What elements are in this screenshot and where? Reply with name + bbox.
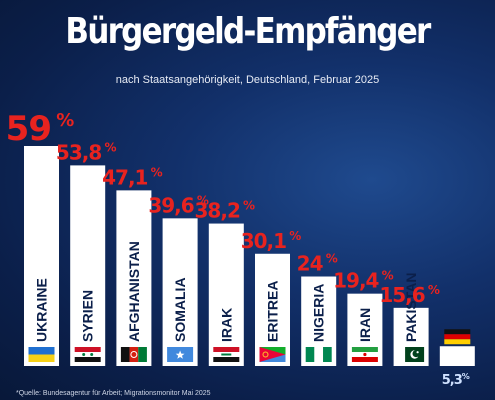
value-number: 38,2 xyxy=(195,199,240,223)
flag-stripe xyxy=(305,347,315,362)
flag-stripe xyxy=(444,329,471,335)
value-unit: % xyxy=(194,193,209,207)
value-label: 53,8 % xyxy=(56,140,117,164)
flag-stripe xyxy=(138,347,147,362)
iran-flag xyxy=(351,347,378,362)
country-label: SYRIEN xyxy=(80,290,96,342)
flag-stripe xyxy=(351,347,378,352)
value-number: 5,3 xyxy=(442,373,463,388)
value-unit: % xyxy=(240,199,255,213)
pakistan-flag xyxy=(398,347,425,362)
value-label: 38,2 % xyxy=(195,199,256,223)
flag-star xyxy=(82,353,86,356)
value-unit: % xyxy=(323,252,338,266)
value-number: 59 xyxy=(6,109,51,149)
flag-stripe xyxy=(398,347,406,362)
flag-script xyxy=(221,353,232,356)
value-label: 15,6 % xyxy=(379,283,440,307)
value-unit: % xyxy=(378,269,393,283)
flag-emblem xyxy=(262,351,269,358)
value-number: 15,6 xyxy=(379,283,424,307)
nigeria-flag xyxy=(305,347,332,362)
bar xyxy=(162,218,198,366)
flag-emblem xyxy=(130,351,138,358)
flag-stripe xyxy=(444,334,471,340)
iraq-flag xyxy=(213,347,240,362)
value-unit: % xyxy=(147,165,162,179)
flag-stripe xyxy=(213,357,240,362)
value-label: 24 % xyxy=(297,252,338,276)
flag-stripe xyxy=(314,347,324,362)
flag-star xyxy=(416,351,419,354)
ukraine-flag xyxy=(28,347,55,362)
value-label: 59 % xyxy=(6,109,75,149)
value-label: 47,1 % xyxy=(102,165,163,189)
flag-stripe xyxy=(28,347,55,355)
value-unit: % xyxy=(425,283,440,297)
value-unit: % xyxy=(101,140,116,154)
flag-stripe xyxy=(213,347,240,352)
country-label: SOMALIA xyxy=(172,277,188,342)
value-number: 39,6 xyxy=(148,193,193,217)
source-note: *Quelle: Bundesagentur für Arbeit; Migra… xyxy=(16,390,211,397)
country-label: AFGHANISTAN xyxy=(126,241,142,342)
germany-flag xyxy=(444,329,471,345)
flag-emblem xyxy=(363,352,367,357)
flag-stripe xyxy=(444,339,471,345)
bar xyxy=(70,165,106,366)
country-label: IRAK xyxy=(218,308,234,342)
flag-stripe xyxy=(74,357,101,362)
bar xyxy=(208,223,244,366)
afghanistan-flag xyxy=(120,347,147,362)
syria-flag xyxy=(74,347,101,362)
bar xyxy=(24,146,59,366)
value-number: 30,1 xyxy=(241,229,286,253)
value-label: 5,3% xyxy=(442,372,470,388)
flag-stripe xyxy=(74,347,101,352)
value-unit: % xyxy=(462,372,470,381)
flag-stripe xyxy=(120,347,130,362)
flag-star xyxy=(90,353,94,356)
eritrea-flag xyxy=(259,347,286,362)
country-label: UKRAINE xyxy=(34,278,50,342)
country-label: IRAN xyxy=(357,308,373,342)
flag-star xyxy=(175,350,185,359)
flag-stripe xyxy=(351,357,378,362)
country-label: NIGERIA xyxy=(311,284,327,342)
flag-stripe xyxy=(74,352,101,357)
value-label: 19,4 % xyxy=(333,269,394,293)
value-number: 53,8 xyxy=(56,140,101,164)
value-number: 19,4 xyxy=(333,269,378,293)
country-label: ERITREA xyxy=(265,281,281,342)
bar xyxy=(116,190,152,366)
chart-subtitle: nach Staatsangehörigkeit, Deutschland, F… xyxy=(115,74,380,86)
value-unit: % xyxy=(286,229,301,243)
country-label: PAKISTAN xyxy=(403,273,419,342)
flag-stripe xyxy=(323,347,332,362)
value-number: 24 xyxy=(297,252,323,276)
value-label: 39,6 % xyxy=(148,193,209,217)
bar xyxy=(439,346,475,366)
flag-triangle xyxy=(259,347,286,362)
chart-title: Bürgergeld-Empfänger xyxy=(65,11,431,52)
value-number: 47,1 xyxy=(102,165,147,189)
flag-crescent-cut xyxy=(412,350,420,358)
flag-stripe xyxy=(129,347,139,362)
value-unit: % xyxy=(51,110,74,131)
value-label: 30,1 % xyxy=(241,229,302,253)
flag-stripe xyxy=(28,354,55,362)
somalia-flag xyxy=(167,347,194,362)
